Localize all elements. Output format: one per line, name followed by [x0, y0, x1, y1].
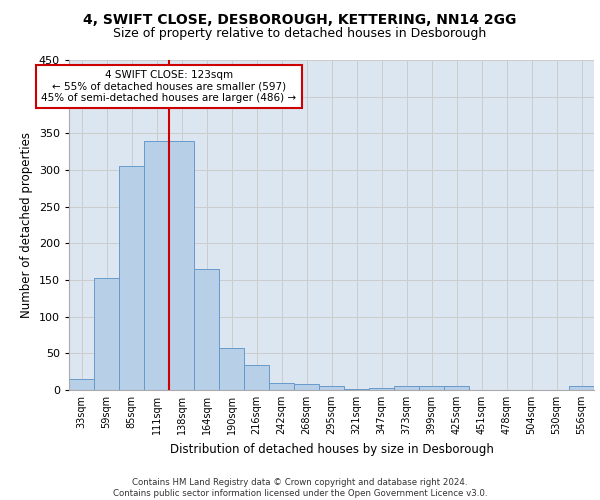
Bar — [269, 382, 294, 390]
Bar — [119, 166, 144, 390]
Text: Contains HM Land Registry data © Crown copyright and database right 2024.
Contai: Contains HM Land Registry data © Crown c… — [113, 478, 487, 498]
Bar — [194, 269, 219, 390]
Bar — [394, 386, 419, 390]
Bar — [69, 379, 94, 390]
Text: Size of property relative to detached houses in Desborough: Size of property relative to detached ho… — [113, 28, 487, 40]
Y-axis label: Number of detached properties: Number of detached properties — [20, 132, 33, 318]
Text: 4 SWIFT CLOSE: 123sqm
← 55% of detached houses are smaller (597)
45% of semi-det: 4 SWIFT CLOSE: 123sqm ← 55% of detached … — [41, 70, 296, 103]
Bar — [444, 386, 469, 390]
Bar — [219, 348, 244, 390]
Bar — [344, 388, 369, 390]
Text: 4, SWIFT CLOSE, DESBOROUGH, KETTERING, NN14 2GG: 4, SWIFT CLOSE, DESBOROUGH, KETTERING, N… — [83, 12, 517, 26]
Bar — [144, 140, 169, 390]
Bar — [294, 384, 319, 390]
Bar — [94, 278, 119, 390]
Bar — [369, 388, 394, 390]
Bar — [319, 386, 344, 390]
X-axis label: Distribution of detached houses by size in Desborough: Distribution of detached houses by size … — [170, 442, 493, 456]
Bar — [419, 386, 444, 390]
Bar — [244, 365, 269, 390]
Bar — [169, 140, 194, 390]
Bar — [569, 386, 594, 390]
